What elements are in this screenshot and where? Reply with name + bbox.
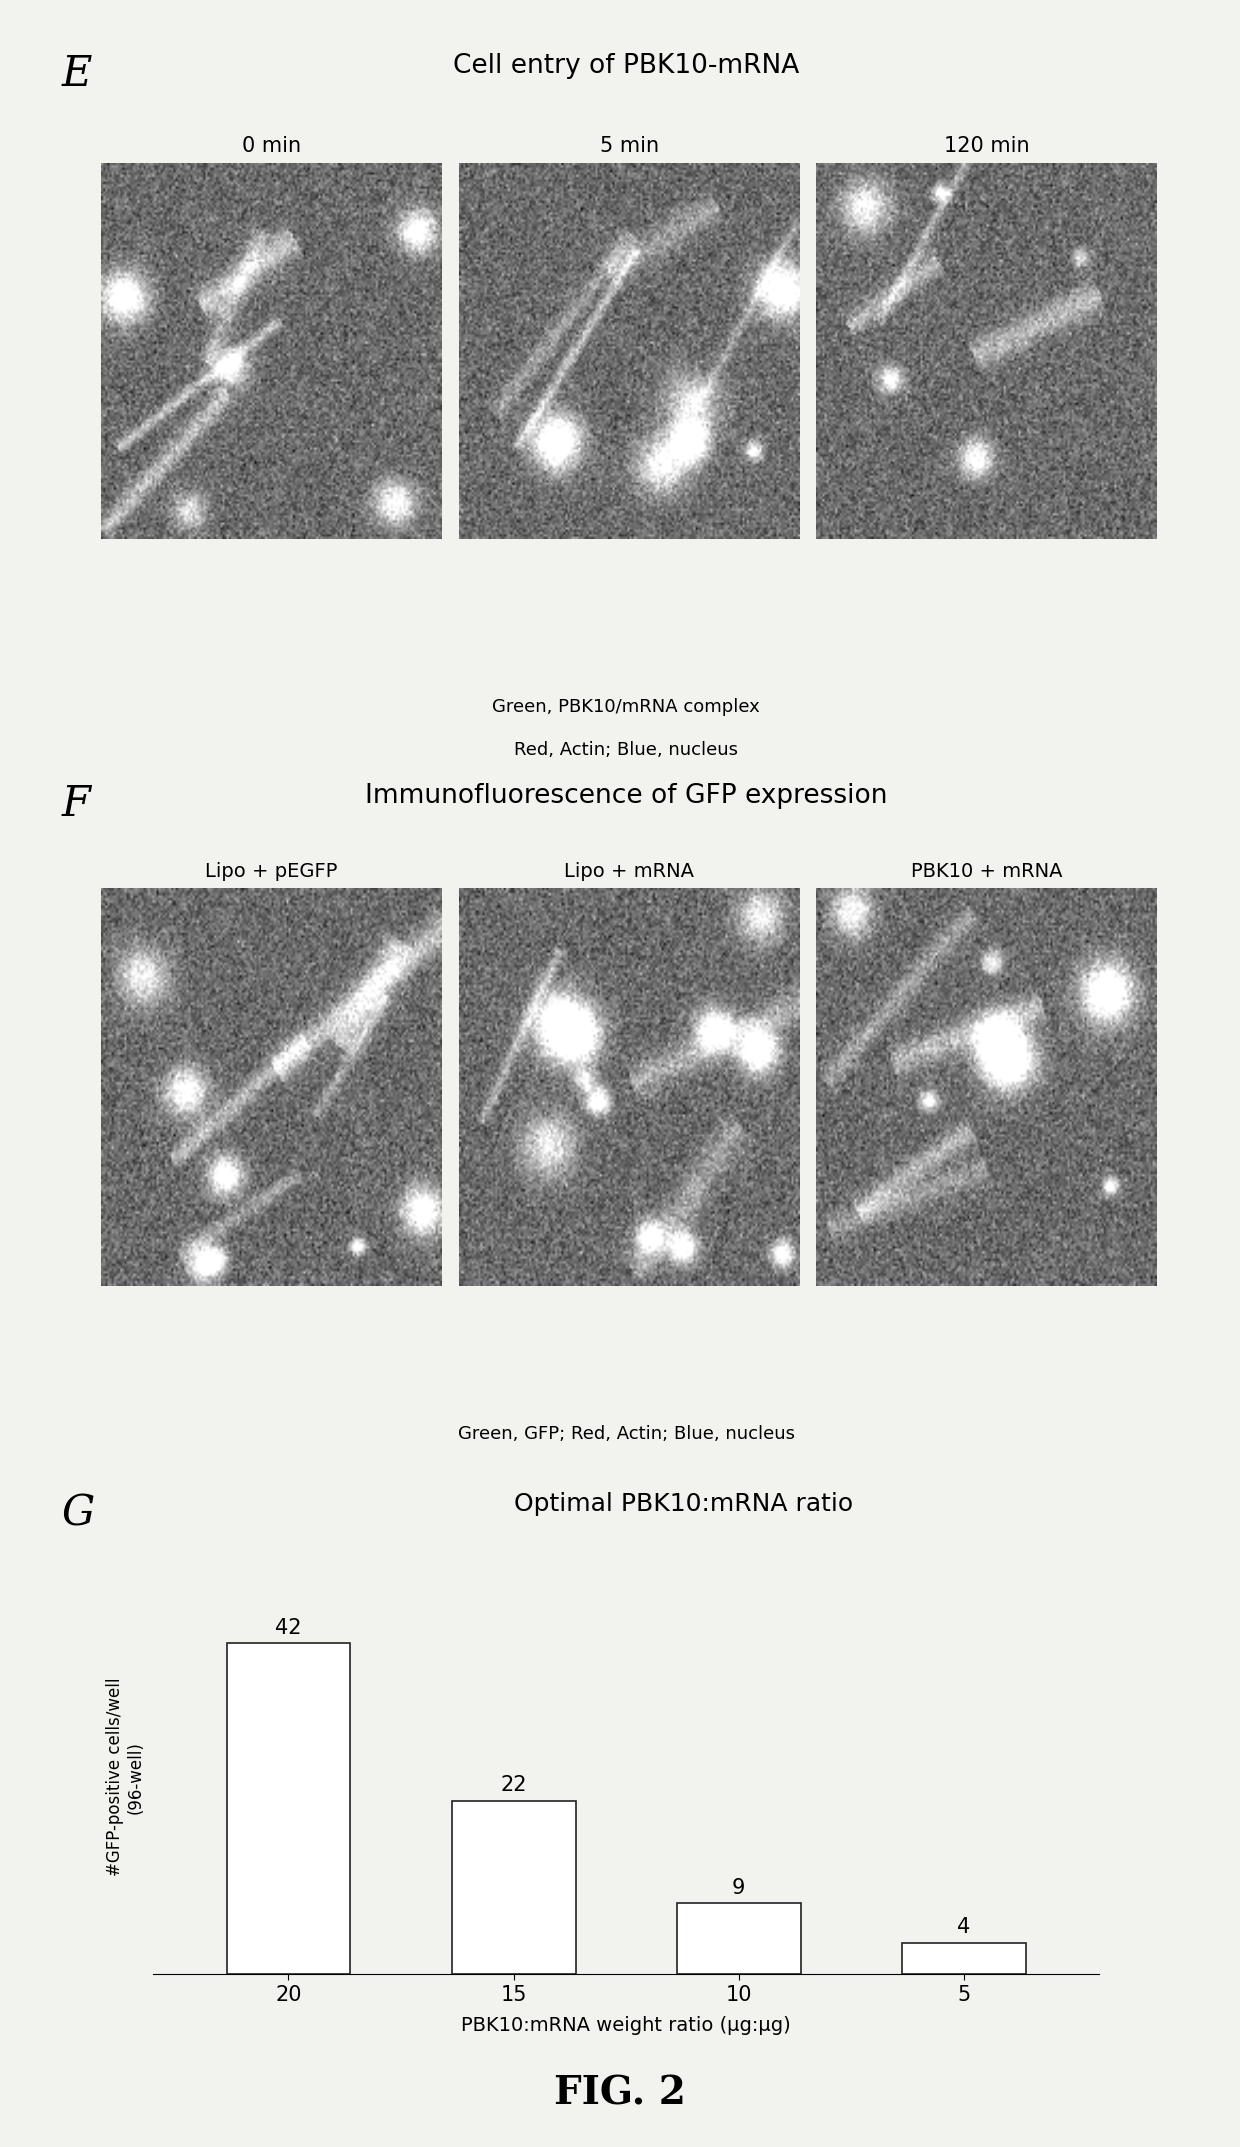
Text: FIG. 2: FIG. 2 [554,2074,686,2113]
X-axis label: PBK10:mRNA weight ratio (μg:μg): PBK10:mRNA weight ratio (μg:μg) [461,2016,791,2035]
Bar [901,1943,1025,1975]
Text: 42: 42 [275,1617,301,1638]
Text: PBK10 + mRNA: PBK10 + mRNA [911,861,1063,880]
Text: 120 min: 120 min [944,135,1029,157]
Text: Cell entry of PBK10-mRNA: Cell entry of PBK10-mRNA [453,54,800,79]
Text: G: G [61,1492,94,1535]
Bar [451,1801,575,1975]
Text: 0 min: 0 min [242,135,301,157]
Text: Optimal PBK10:mRNA ratio: Optimal PBK10:mRNA ratio [515,1492,853,1516]
Text: Green, PBK10/mRNA complex: Green, PBK10/mRNA complex [492,698,760,717]
Text: 4: 4 [957,1917,971,1937]
Text: Immunofluorescence of GFP expression: Immunofluorescence of GFP expression [365,784,888,809]
Text: E: E [61,54,92,94]
Text: Lipo + mRNA: Lipo + mRNA [564,861,694,880]
Text: 22: 22 [501,1776,527,1795]
Text: 9: 9 [732,1879,745,1898]
Text: 5 min: 5 min [599,135,658,157]
Text: Green, GFP; Red, Actin; Blue, nucleus: Green, GFP; Red, Actin; Blue, nucleus [458,1426,795,1443]
Bar [227,1642,351,1975]
Text: Lipo + pEGFP: Lipo + pEGFP [206,861,337,880]
Text: F: F [61,784,91,824]
Text: Red, Actin; Blue, nucleus: Red, Actin; Blue, nucleus [515,741,738,758]
Bar [677,1902,801,1975]
Y-axis label: #GFP-positive cells/well
(96-well): #GFP-positive cells/well (96-well) [107,1677,145,1876]
